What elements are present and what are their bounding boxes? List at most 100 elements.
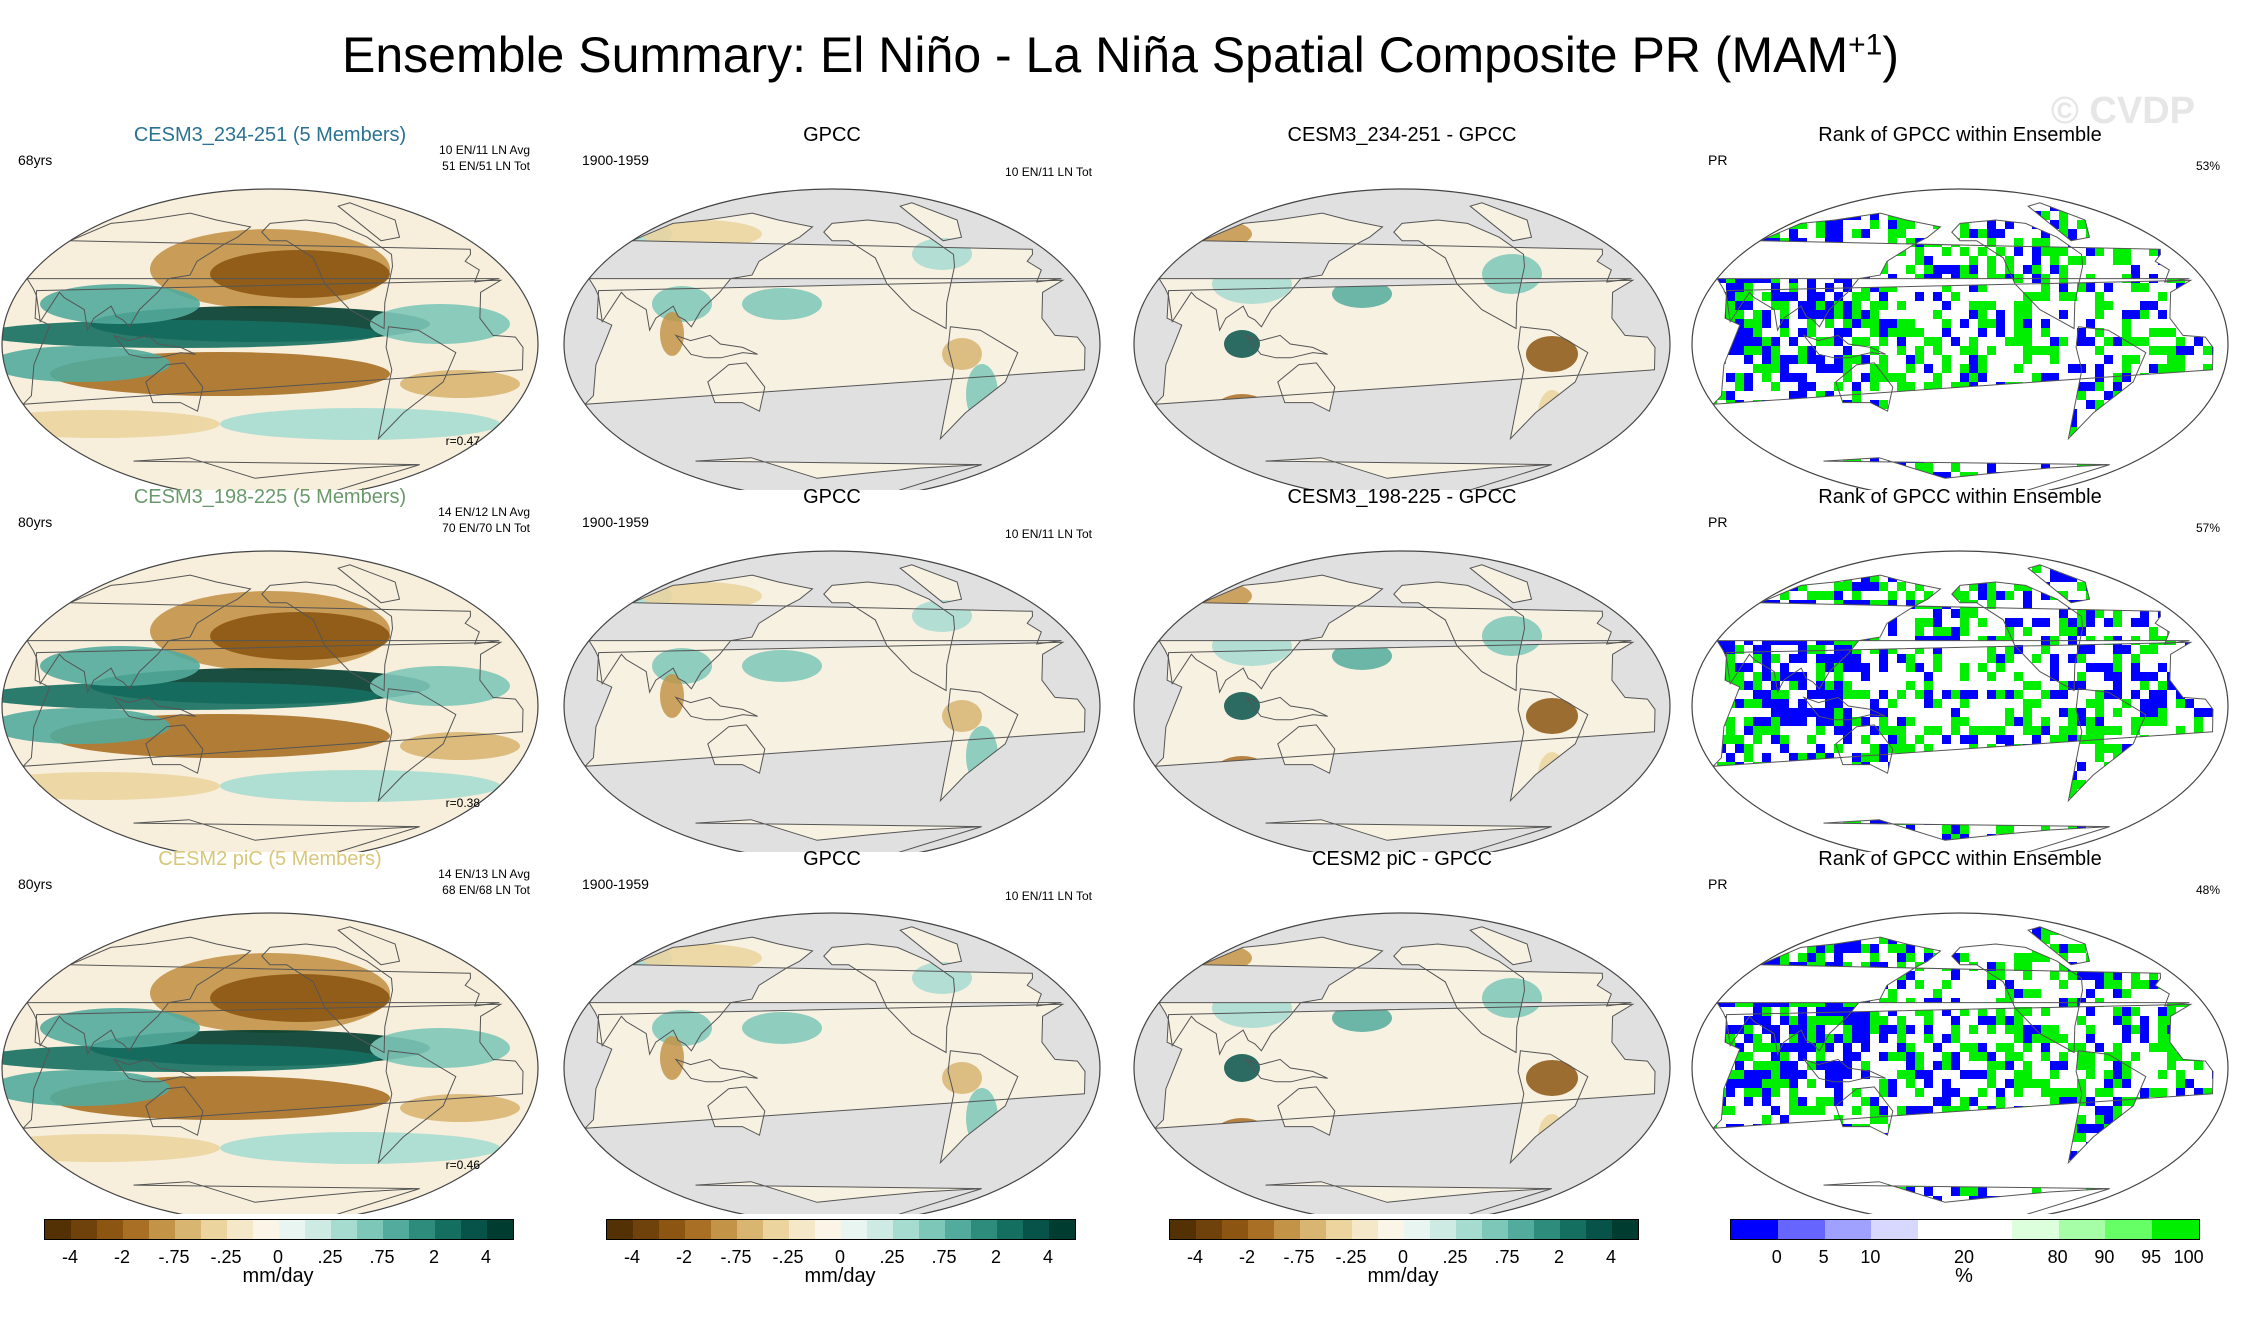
rank-cell	[2014, 364, 2023, 373]
rank-cell	[2140, 609, 2149, 618]
field-anomaly	[220, 1132, 500, 1164]
rank-cell	[1726, 816, 1735, 825]
rank-cell	[1843, 582, 1852, 591]
rank-cell	[2077, 944, 2086, 953]
rank-cell	[2158, 1016, 2167, 1025]
rank-cell	[2113, 834, 2122, 843]
rank-cell	[2104, 1106, 2113, 1115]
colorbar-box	[1222, 1220, 1248, 1239]
coastline-eurasia	[26, 212, 500, 332]
rank-cell	[1816, 1106, 1825, 1115]
rank-cell	[1798, 917, 1807, 926]
rank-cell	[2104, 926, 2113, 935]
rank-cell	[2176, 1088, 2185, 1097]
rank-cell	[2086, 663, 2095, 672]
rank-cell	[1942, 355, 1951, 364]
rank-cell	[1978, 618, 1987, 627]
rank-cell	[2158, 346, 2167, 355]
rank-cell	[1713, 926, 1717, 935]
rank-cell	[2104, 980, 2113, 989]
panel-title: CESM3_234-251 (5 Members)	[133, 124, 407, 146]
rank-cell	[1699, 944, 1708, 953]
rank-cell	[2041, 1034, 2050, 1043]
rank-cell	[1744, 355, 1753, 364]
rank-cell	[2185, 917, 2194, 926]
rank-cell	[1753, 1070, 1762, 1079]
rank-cell	[1798, 382, 1807, 391]
rank-cell	[1717, 834, 1726, 843]
rank-cell	[1870, 600, 1879, 609]
field-anomaly	[642, 582, 762, 610]
rank-cell	[1861, 355, 1870, 364]
rank-cell	[1744, 600, 1753, 609]
rank-cell	[2176, 220, 2185, 229]
rank-cell	[1771, 935, 1780, 944]
rank-cell	[1726, 564, 1735, 573]
rank-cell	[2104, 663, 2113, 672]
rank-cell	[2041, 726, 2050, 735]
rank-cell	[2221, 1169, 2230, 1178]
coastline-africa	[21, 1003, 524, 1129]
colorbar-rank: 0 5 10 20 80 90 95 100%	[1686, 1219, 2241, 1299]
rank-cell	[2086, 645, 2095, 654]
rank-cell	[2014, 1088, 2023, 1097]
rank-cell	[1960, 229, 1969, 238]
rank-cell	[1789, 681, 1798, 690]
rank-cell	[1717, 1151, 1726, 1160]
rank-cell	[2140, 1196, 2149, 1205]
coastline-antarctica	[1265, 819, 1552, 852]
rank-cell	[1969, 1043, 1978, 1052]
rank-cell	[2095, 1124, 2104, 1133]
rank-cell	[1834, 1070, 1843, 1079]
rank-cell	[1897, 1025, 1906, 1034]
coastline-greenland	[899, 564, 963, 604]
rank-cell	[2212, 211, 2213, 220]
rank-cell	[1753, 1061, 1762, 1070]
coastline-greenland	[2027, 564, 2091, 604]
rank-cell	[1861, 1061, 1870, 1070]
rank-cell	[2068, 735, 2077, 744]
coastline-greenland	[899, 202, 963, 242]
coastline-australia	[1835, 724, 1894, 774]
rank-cell	[1834, 1088, 1843, 1097]
rank-cell	[1816, 744, 1825, 753]
colorbar-box	[97, 1220, 123, 1239]
rank-cell	[1861, 1025, 1870, 1034]
rank-cell	[1915, 247, 1924, 256]
rank-cell	[2167, 1061, 2176, 1070]
rank-cell	[2113, 663, 2122, 672]
rank-cell	[2005, 1052, 2014, 1061]
rank-cell	[1726, 555, 1735, 564]
rank-cell	[1888, 591, 1897, 600]
rank-cell	[1825, 546, 1834, 555]
colorbar-tick-label: -4	[623, 1247, 641, 1267]
rank-cell	[1834, 220, 1843, 229]
rank-cell	[2041, 211, 2050, 220]
rank-cell	[1798, 582, 1807, 591]
rank-cell	[2068, 708, 2077, 717]
rank-cell	[1852, 690, 1861, 699]
rank-cell	[1690, 211, 1699, 220]
rank-cell	[1852, 944, 1861, 953]
rank-cell	[2158, 908, 2167, 917]
rank-cell	[1717, 1169, 1726, 1178]
rank-cell	[1726, 238, 1735, 247]
rank-cell	[1780, 364, 1789, 373]
rank-cell	[1942, 1034, 1951, 1043]
period-label: 1900-1959	[582, 876, 649, 892]
rank-cell	[2059, 337, 2068, 346]
rank-cell	[1780, 953, 1789, 962]
rank-cell	[1996, 962, 2005, 971]
rank-cell	[1852, 382, 1861, 391]
rank-cell	[2221, 409, 2230, 418]
rank-cell	[1816, 220, 1825, 229]
rank-cell	[2149, 699, 2158, 708]
rank-cell	[1771, 355, 1780, 364]
rank-cell	[1771, 708, 1780, 717]
rank-cell	[1771, 1043, 1780, 1052]
rank-cell	[2194, 834, 2203, 843]
rank-cell	[1690, 1196, 1699, 1205]
rank-cell	[1735, 908, 1744, 917]
rank-cell	[1713, 816, 1717, 825]
panel-title: CESM2 piC - GPCC	[1311, 848, 1493, 870]
